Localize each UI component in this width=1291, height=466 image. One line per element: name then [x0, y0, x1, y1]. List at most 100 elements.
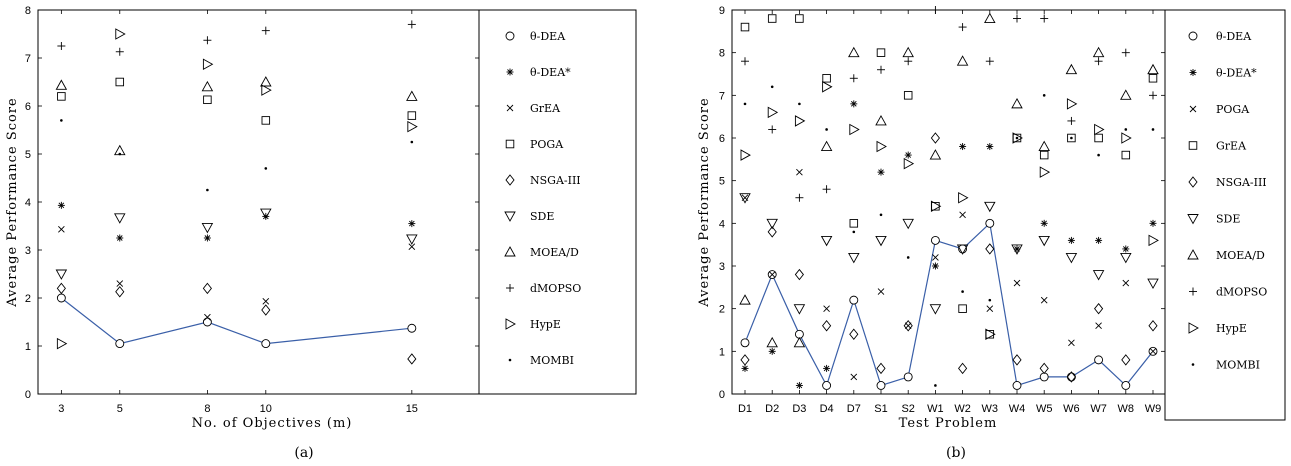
- point-theta-dea: [56, 293, 66, 303]
- point-dmopso: [768, 125, 777, 134]
- point-sde: [956, 244, 969, 255]
- point-theta-dea-star: [850, 100, 858, 108]
- point-theta-dea: [930, 235, 940, 245]
- tick-labels-b: 0 1 2 3 4 5 6 7 8 9 D1 D2 D3 D4 D7 S1 S2 W1 W2 W3 W4 W5 W6 W7 W8…: [719, 5, 1165, 415]
- point-theta-dea: [1012, 381, 1022, 390]
- y-tick-label: 0: [719, 389, 725, 401]
- series-line-theta-dea: [744, 222, 1154, 388]
- point-theta-dea-star: [1067, 236, 1075, 244]
- point-poga: [407, 111, 417, 120]
- point-grea: [1067, 133, 1076, 143]
- point-theta-dea-star: [408, 220, 416, 228]
- point-hype: [1039, 166, 1051, 178]
- point-sde: [201, 222, 214, 234]
- point-poga: [959, 211, 966, 219]
- point-hype: [1094, 123, 1105, 136]
- point-hype: [56, 337, 68, 350]
- point-dmopso: [741, 57, 749, 66]
- point-sde: [1065, 253, 1078, 264]
- point-hype: [1148, 234, 1159, 247]
- point-poga: [768, 271, 776, 278]
- point-mombi: [1015, 136, 1019, 140]
- point-theta-dea: [985, 218, 995, 228]
- legend-marker-theta-dea: [1188, 31, 1198, 41]
- point-dmopso: [407, 20, 416, 29]
- point-hype: [1012, 132, 1023, 144]
- point-sde: [1147, 278, 1159, 289]
- point-nsga-iii: [1012, 354, 1022, 366]
- point-mombi: [879, 213, 883, 217]
- point-nsga-iii: [903, 320, 913, 332]
- point-sde: [1011, 244, 1023, 255]
- y-tick-label: 4: [25, 197, 31, 209]
- legend-label-grea: GrEA: [530, 102, 561, 115]
- point-sde: [875, 235, 887, 247]
- point-moea-d: [793, 336, 806, 348]
- x-tick-label: W9: [1145, 403, 1162, 415]
- point-mombi: [206, 188, 209, 192]
- legend-label-mombi: MOMBI: [1216, 359, 1260, 372]
- point-grea: [876, 48, 886, 57]
- point-dmopso: [1040, 14, 1049, 23]
- point-nsga-iii: [958, 362, 968, 375]
- x-tick-label: D7: [847, 403, 861, 415]
- point-sde: [1038, 235, 1050, 247]
- point-dmopso: [1121, 48, 1130, 57]
- point-sde: [1092, 270, 1105, 281]
- point-dmopso: [958, 23, 967, 32]
- legend-label-grea: GrEA: [1216, 140, 1247, 153]
- point-dmopso: [115, 47, 124, 56]
- point-hype: [794, 115, 806, 127]
- point-mombi: [934, 384, 937, 387]
- point-theta-dea: [740, 338, 750, 348]
- legend-label-nsga-iii: NSGA-III: [1216, 176, 1267, 189]
- point-nsga-iii: [822, 320, 832, 332]
- point-hype: [930, 200, 942, 213]
- chart-marks-a: [55, 20, 418, 365]
- point-nsga-iii: [767, 226, 777, 238]
- point-mombi: [1070, 136, 1073, 140]
- point-nsga-iii: [115, 286, 125, 298]
- point-moea-d: [1065, 63, 1078, 75]
- point-sde: [114, 213, 126, 224]
- point-grea: [1039, 150, 1049, 160]
- point-moea-d: [956, 55, 969, 66]
- legend-marker-nsga-iii: [505, 174, 515, 186]
- y-tick-label: 3: [719, 261, 725, 273]
- point-hype: [407, 120, 418, 133]
- point-nsga-iii: [794, 268, 804, 281]
- point-mombi: [906, 256, 910, 259]
- legend-marker-mombi: [508, 358, 512, 362]
- point-theta-dea: [903, 372, 913, 382]
- x-tick-label: 10: [260, 403, 272, 415]
- legend-label-moea-d: MOEA/D: [1216, 249, 1265, 262]
- x-tick-label: W2: [954, 403, 971, 415]
- point-nsga-iii: [876, 362, 886, 375]
- legend-marker-hype: [505, 318, 516, 330]
- point-moea-d: [848, 46, 860, 58]
- point-theta-dea: [1039, 372, 1049, 382]
- point-dmopso: [1094, 57, 1103, 66]
- legend-label-theta-dea: θ-DEA: [530, 30, 566, 43]
- point-sde: [929, 304, 942, 315]
- x-tick-label: W5: [1036, 403, 1053, 415]
- point-nsga-iii: [1066, 371, 1076, 383]
- point-theta-dea-star: [959, 143, 967, 151]
- y-tick-label: 4: [719, 218, 725, 230]
- point-theta-dea-star: [904, 151, 912, 159]
- point-dmopso: [1067, 116, 1076, 125]
- y-tick-label: 8: [25, 5, 31, 17]
- legend-marker-mombi: [1191, 363, 1195, 366]
- legend-a: θ-DEA θ-DEA* GrEA POGA NSGA-III SDE MOEA/D dMOP…: [504, 30, 581, 367]
- point-nsga-iii: [56, 282, 66, 295]
- y-tick-label: 1: [719, 346, 725, 358]
- point-dmopso: [877, 65, 885, 74]
- point-nsga-iii: [1094, 302, 1104, 315]
- point-moea-d: [201, 80, 214, 92]
- x-tick-label: 3: [58, 403, 64, 415]
- x-axis-label-b: Test Problem: [899, 416, 998, 431]
- point-hype: [261, 84, 272, 96]
- point-mombi: [60, 119, 63, 122]
- y-tick-label: 0: [25, 389, 31, 401]
- point-sde: [793, 304, 806, 315]
